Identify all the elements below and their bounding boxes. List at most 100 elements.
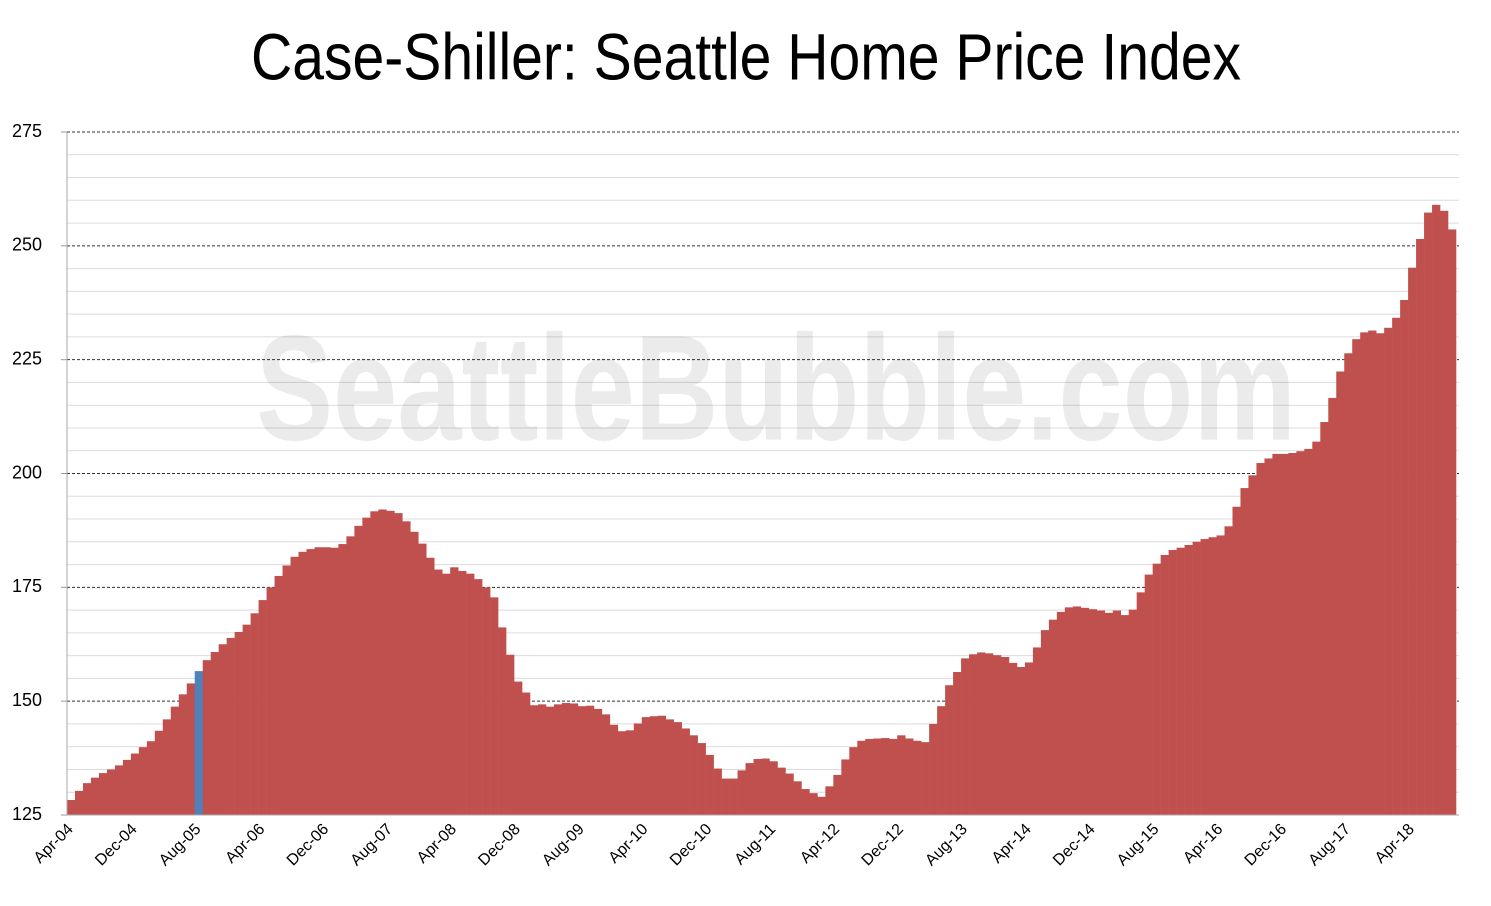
bar	[218, 644, 227, 815]
x-tick-label: Dec-04	[92, 821, 141, 870]
bar	[1208, 537, 1217, 815]
bar	[929, 723, 938, 815]
bar	[1192, 541, 1201, 815]
bar	[561, 702, 571, 815]
bar	[442, 573, 451, 815]
bar	[785, 773, 794, 815]
bar	[370, 511, 379, 815]
y-tick-label: 225	[12, 348, 42, 368]
bar	[274, 575, 283, 815]
bar	[857, 740, 866, 815]
x-tick-label: Apr-06	[222, 821, 268, 867]
bar	[673, 722, 682, 815]
bar	[1392, 317, 1401, 815]
bar	[1160, 555, 1169, 815]
bar	[577, 706, 587, 815]
y-tick-label: 275	[12, 121, 42, 141]
bar	[1024, 662, 1034, 815]
bar	[553, 704, 563, 815]
bar	[1448, 229, 1457, 815]
bar	[961, 658, 970, 815]
bar	[402, 521, 411, 815]
x-tick-label: Apr-12	[797, 821, 843, 867]
bar	[434, 569, 443, 815]
bar	[74, 790, 84, 815]
bar	[194, 671, 204, 815]
bar	[1440, 210, 1449, 816]
bar	[1064, 607, 1074, 815]
bar	[1432, 204, 1441, 815]
x-tick-label: Apr-04	[31, 821, 77, 867]
bar	[242, 624, 251, 815]
bar	[585, 705, 595, 815]
bar	[250, 613, 259, 815]
x-tick-label: Dec-16	[1242, 821, 1291, 870]
bar	[1032, 647, 1042, 815]
bar	[1280, 453, 1289, 815]
bar	[1312, 441, 1321, 815]
bar	[1232, 506, 1241, 815]
bar	[386, 510, 395, 815]
bar	[801, 789, 810, 815]
bar	[498, 627, 507, 815]
x-tick-label: Aug-11	[732, 821, 780, 869]
bar	[865, 738, 874, 815]
bar	[969, 654, 978, 815]
bar	[1376, 333, 1385, 815]
bar	[681, 728, 690, 815]
bar	[1384, 327, 1393, 815]
bar	[130, 753, 140, 815]
bar	[609, 724, 619, 815]
bar	[905, 738, 914, 815]
bar	[1328, 397, 1337, 815]
bar	[897, 735, 906, 815]
bar	[1336, 371, 1345, 815]
bar	[1400, 300, 1409, 815]
bar	[745, 763, 754, 815]
bar	[617, 731, 627, 815]
bar	[1416, 239, 1425, 816]
bar	[537, 704, 547, 815]
bar	[506, 654, 515, 815]
bar	[761, 758, 770, 815]
bar	[1176, 547, 1185, 815]
bar	[1304, 448, 1313, 815]
x-tick-label: Aug-17	[1306, 821, 1355, 870]
bar	[106, 769, 116, 815]
x-tick-label: Dec-08	[475, 821, 524, 870]
x-tick-label: Aug-05	[156, 821, 205, 870]
x-tick-label: Dec-12	[859, 821, 908, 870]
bar	[737, 770, 746, 815]
bar	[1040, 630, 1050, 815]
x-tick-label: Dec-10	[667, 821, 716, 870]
bar	[474, 579, 483, 815]
bar	[1008, 662, 1018, 815]
bar	[569, 703, 579, 815]
bar	[1352, 339, 1361, 815]
bar	[713, 768, 722, 815]
bar	[490, 597, 499, 815]
bar	[985, 653, 994, 815]
bar	[1296, 451, 1305, 815]
y-tick-label: 200	[12, 462, 42, 482]
bar	[697, 743, 706, 815]
bar	[1216, 535, 1225, 815]
bar	[186, 683, 196, 815]
bar	[1320, 422, 1329, 815]
bar	[1072, 606, 1082, 815]
bar	[378, 509, 387, 815]
bar	[362, 517, 371, 815]
bar	[1096, 610, 1106, 815]
bar	[410, 531, 419, 815]
bar	[633, 723, 643, 815]
bar	[649, 716, 659, 815]
bar	[1000, 656, 1010, 815]
bar	[1152, 563, 1161, 815]
bar	[1272, 453, 1281, 815]
bar	[354, 525, 363, 815]
bar	[1344, 353, 1353, 815]
bar	[202, 660, 211, 815]
bar	[1224, 526, 1233, 815]
bar	[290, 556, 299, 815]
